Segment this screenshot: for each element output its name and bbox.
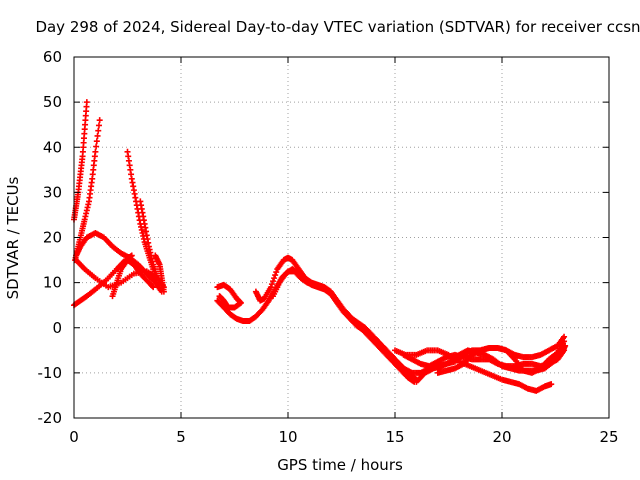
y-tick-label: -20 (38, 409, 63, 427)
y-tick-label: 10 (43, 274, 62, 292)
x-tick-label: 20 (492, 428, 511, 446)
data-point (93, 138, 100, 145)
data-point (273, 269, 280, 276)
data-point (216, 293, 223, 300)
data-point (94, 132, 101, 139)
y-tick-label: 0 (52, 319, 62, 337)
y-tick-labels: -20 -10 0 10 20 30 40 50 60 (38, 48, 63, 427)
data-point (268, 281, 275, 288)
data-point (96, 117, 103, 124)
chart-title: Day 298 of 2024, Sidereal Day-to-day VTE… (35, 18, 640, 36)
series-seg-7h-a (214, 281, 244, 311)
x-axis-label: GPS time / hours (277, 456, 403, 474)
y-tick-label: 50 (43, 93, 62, 111)
y-axis-label: SDTVAR / TECUs (4, 176, 22, 299)
y-tick-label: 40 (43, 138, 62, 156)
data-point (83, 99, 90, 106)
series-arc-tail (152, 252, 167, 295)
data-point (272, 272, 279, 279)
data-point (149, 283, 156, 290)
data-point (267, 284, 274, 291)
axis-ticks (73, 56, 610, 419)
data-point (160, 288, 167, 295)
data-point (93, 143, 100, 150)
series-arc-mid (73, 229, 165, 295)
series-seg-16h-c (392, 347, 555, 394)
x-tick-label: 25 (599, 428, 618, 446)
grid (74, 57, 609, 418)
series-seg-16h-e (434, 338, 568, 376)
data-point (561, 338, 568, 345)
data-point (271, 275, 278, 282)
y-tick-label: 30 (43, 183, 62, 201)
x-tick-label: 0 (69, 428, 79, 446)
x-tick-label: 5 (176, 428, 186, 446)
x-tick-label: 15 (385, 428, 404, 446)
data-points (71, 99, 569, 394)
data-point (95, 122, 102, 129)
x-tick-labels: 0 5 10 15 20 25 (69, 428, 618, 446)
data-point (95, 127, 102, 134)
data-point (548, 381, 555, 388)
y-tick-label: 60 (43, 48, 62, 66)
x-tick-label: 10 (278, 428, 297, 446)
series-arc-cross (73, 257, 167, 291)
data-point (150, 284, 157, 291)
series-arc-peak-2 (137, 198, 161, 282)
y-tick-label: 20 (43, 229, 62, 247)
data-point (270, 278, 277, 285)
data-point (92, 148, 99, 155)
y-tick-label: -10 (38, 364, 63, 382)
series-arc-drop (109, 257, 157, 300)
